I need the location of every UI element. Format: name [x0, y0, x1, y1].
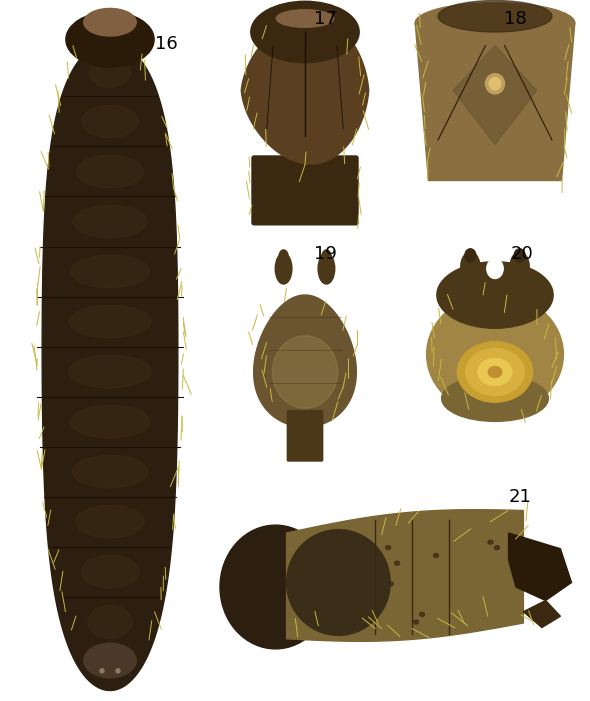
Text: 18: 18 — [504, 10, 527, 28]
Polygon shape — [241, 17, 369, 164]
Ellipse shape — [434, 554, 438, 557]
Ellipse shape — [419, 613, 425, 616]
Text: 21: 21 — [509, 488, 532, 506]
Ellipse shape — [70, 255, 150, 288]
Ellipse shape — [395, 562, 399, 565]
Ellipse shape — [437, 261, 553, 328]
Ellipse shape — [77, 155, 143, 188]
FancyBboxPatch shape — [252, 156, 358, 225]
Polygon shape — [509, 533, 572, 601]
Ellipse shape — [76, 505, 144, 538]
Ellipse shape — [414, 620, 418, 624]
Ellipse shape — [466, 348, 525, 395]
Ellipse shape — [488, 540, 493, 544]
Ellipse shape — [465, 249, 476, 262]
Text: 17: 17 — [313, 10, 336, 28]
Ellipse shape — [322, 250, 331, 265]
Ellipse shape — [442, 376, 548, 421]
Ellipse shape — [81, 555, 139, 588]
FancyBboxPatch shape — [287, 411, 323, 461]
Ellipse shape — [276, 253, 292, 284]
Ellipse shape — [220, 525, 331, 649]
Ellipse shape — [89, 55, 130, 88]
Ellipse shape — [510, 252, 529, 280]
Ellipse shape — [478, 358, 512, 386]
Text: 19: 19 — [313, 245, 336, 263]
Ellipse shape — [84, 8, 136, 36]
Ellipse shape — [272, 336, 337, 408]
Polygon shape — [42, 42, 178, 690]
Ellipse shape — [298, 261, 312, 280]
Ellipse shape — [116, 669, 120, 673]
Ellipse shape — [386, 545, 391, 550]
Ellipse shape — [69, 305, 151, 338]
Polygon shape — [453, 46, 537, 144]
Ellipse shape — [388, 582, 393, 586]
Ellipse shape — [100, 669, 104, 673]
Ellipse shape — [66, 12, 154, 67]
Ellipse shape — [276, 10, 334, 27]
Ellipse shape — [279, 250, 289, 265]
Ellipse shape — [489, 78, 501, 90]
Ellipse shape — [514, 249, 525, 262]
Ellipse shape — [487, 259, 503, 278]
Ellipse shape — [438, 1, 552, 32]
Ellipse shape — [70, 405, 150, 438]
Text: 16: 16 — [155, 35, 178, 53]
Ellipse shape — [81, 105, 138, 137]
Ellipse shape — [287, 530, 390, 635]
Ellipse shape — [88, 606, 132, 638]
Polygon shape — [415, 23, 575, 180]
Polygon shape — [523, 601, 560, 627]
Ellipse shape — [486, 74, 504, 94]
Ellipse shape — [461, 252, 480, 280]
Ellipse shape — [415, 3, 575, 43]
Ellipse shape — [489, 367, 502, 377]
Ellipse shape — [84, 644, 136, 678]
Ellipse shape — [73, 205, 147, 238]
Polygon shape — [254, 295, 356, 427]
Text: 20: 20 — [510, 245, 533, 263]
Ellipse shape — [251, 1, 359, 62]
Ellipse shape — [318, 253, 335, 284]
Ellipse shape — [73, 456, 148, 488]
Ellipse shape — [457, 342, 533, 402]
Ellipse shape — [68, 355, 151, 388]
Ellipse shape — [427, 294, 563, 415]
Polygon shape — [287, 510, 523, 641]
Ellipse shape — [494, 545, 499, 550]
